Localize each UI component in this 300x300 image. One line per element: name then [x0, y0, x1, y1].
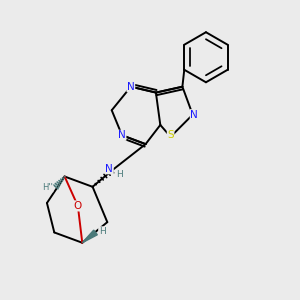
- Text: H: H: [99, 227, 105, 236]
- Text: N: N: [190, 110, 198, 120]
- Text: N: N: [118, 130, 126, 140]
- Text: N: N: [106, 164, 113, 174]
- Text: H'': H'': [42, 183, 53, 192]
- Text: H: H: [117, 169, 123, 178]
- Polygon shape: [82, 230, 97, 243]
- Text: N: N: [127, 82, 135, 92]
- Text: O: O: [74, 201, 82, 211]
- Text: S: S: [167, 130, 174, 140]
